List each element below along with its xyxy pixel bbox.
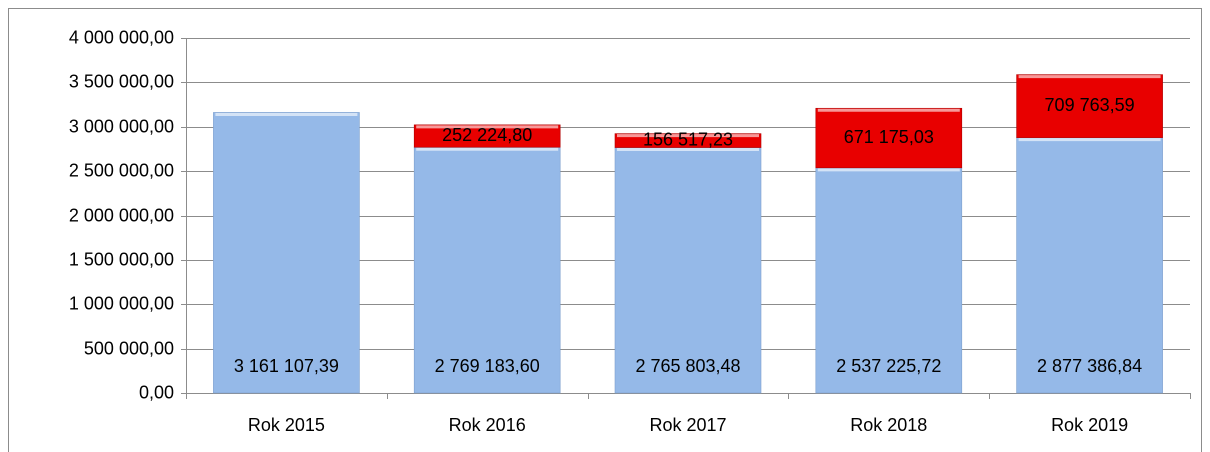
bar-segment — [413, 124, 561, 148]
bar-segment — [614, 147, 762, 394]
y-tick-label: 500 000,00 — [84, 338, 174, 358]
data-label: 709 763,59 — [1045, 95, 1135, 115]
bar-segment — [1016, 74, 1163, 138]
bar-segment — [815, 107, 963, 169]
data-label: 671 175,03 — [844, 127, 934, 147]
x-tick-label: Rok 2017 — [649, 415, 726, 435]
y-tick-label: 4 000 000,00 — [69, 27, 174, 47]
x-tick-label: Rok 2018 — [850, 415, 927, 435]
y-tick-label: 1 500 000,00 — [69, 249, 174, 269]
bar-segment — [213, 112, 360, 394]
data-label: 2 537 225,72 — [836, 356, 941, 376]
y-tick-label: 2 000 000,00 — [69, 205, 174, 225]
chart-frame — [8, 8, 1202, 452]
x-tick-label: Rok 2015 — [248, 415, 325, 435]
x-tick-label: Rok 2016 — [449, 415, 526, 435]
data-label: 156 517,23 — [643, 129, 733, 149]
y-tick-label: 2 500 000,00 — [69, 160, 174, 180]
data-label: 252 224,80 — [442, 125, 532, 145]
y-tick-label: 0,00 — [139, 382, 174, 402]
bar-segment — [1016, 137, 1163, 394]
x-tick-label: Rok 2019 — [1051, 415, 1128, 435]
y-tick-label: 1 000 000,00 — [69, 293, 174, 313]
data-label: 3 161 107,39 — [234, 356, 339, 376]
data-label: 2 877 386,84 — [1037, 356, 1142, 376]
bar-segment — [413, 146, 561, 394]
y-tick-label: 3 500 000,00 — [69, 71, 174, 91]
data-label: 2 769 183,60 — [435, 356, 540, 376]
data-label: 2 765 803,48 — [635, 356, 740, 376]
y-tick-label: 3 000 000,00 — [69, 116, 174, 136]
